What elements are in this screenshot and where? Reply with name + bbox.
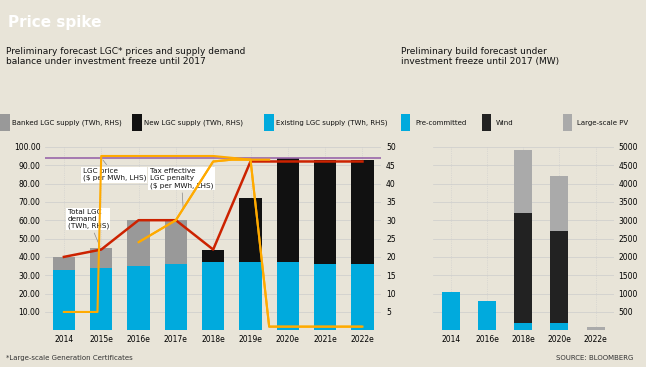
Bar	[276, 158, 299, 262]
Bar	[53, 257, 75, 270]
Bar	[165, 264, 187, 330]
Bar	[53, 270, 75, 330]
Text: New LGC supply (TWh, RHS): New LGC supply (TWh, RHS)	[144, 119, 243, 126]
Bar	[90, 248, 112, 268]
Bar	[351, 160, 373, 264]
Text: Total LGC
demand
(TWh, RHS): Total LGC demand (TWh, RHS)	[68, 208, 109, 247]
Bar	[442, 292, 460, 330]
Text: Price spike: Price spike	[8, 15, 101, 29]
Bar	[314, 160, 337, 264]
Bar	[314, 264, 337, 330]
Bar	[514, 323, 532, 330]
Bar	[587, 327, 605, 330]
Bar	[202, 262, 224, 330]
Text: Existing LGC supply (TWh, RHS): Existing LGC supply (TWh, RHS)	[276, 119, 388, 126]
Bar	[563, 114, 572, 131]
Text: LGC price
($ per MWh, LHS): LGC price ($ per MWh, LHS)	[83, 160, 146, 181]
Bar	[514, 150, 532, 213]
Bar	[127, 266, 150, 330]
Text: *Large-scale Generation Certificates: *Large-scale Generation Certificates	[6, 355, 133, 361]
Text: Banked LGC supply (TWh, RHS): Banked LGC supply (TWh, RHS)	[12, 119, 121, 126]
Text: Pre-committed: Pre-committed	[415, 120, 466, 126]
Text: SOURCE: BLOOMBERG: SOURCE: BLOOMBERG	[556, 355, 633, 361]
Bar	[351, 264, 373, 330]
Bar	[132, 114, 142, 131]
Bar	[202, 250, 224, 262]
Bar	[478, 301, 496, 330]
Text: Tax effective
LGC penalty
($ per MWh, LHS): Tax effective LGC penalty ($ per MWh, LH…	[150, 168, 213, 208]
Bar	[550, 323, 568, 330]
Bar	[239, 262, 262, 330]
Bar	[276, 262, 299, 330]
Bar	[90, 268, 112, 330]
Bar	[550, 176, 568, 231]
Bar	[165, 220, 187, 264]
Bar	[514, 213, 532, 323]
Bar	[550, 231, 568, 323]
Bar	[127, 220, 150, 266]
Text: Large-scale PV: Large-scale PV	[578, 120, 629, 126]
Bar	[0, 114, 10, 131]
Text: Preliminary build forecast under
investment freeze until 2017 (MW): Preliminary build forecast under investm…	[401, 47, 559, 66]
Text: Wind: Wind	[496, 120, 514, 126]
Bar	[401, 114, 410, 131]
Bar	[264, 114, 275, 131]
Bar	[239, 198, 262, 262]
Text: Preliminary forecast LGC* prices and supply demand
balance under investment free: Preliminary forecast LGC* prices and sup…	[6, 47, 246, 66]
Bar	[481, 114, 492, 131]
